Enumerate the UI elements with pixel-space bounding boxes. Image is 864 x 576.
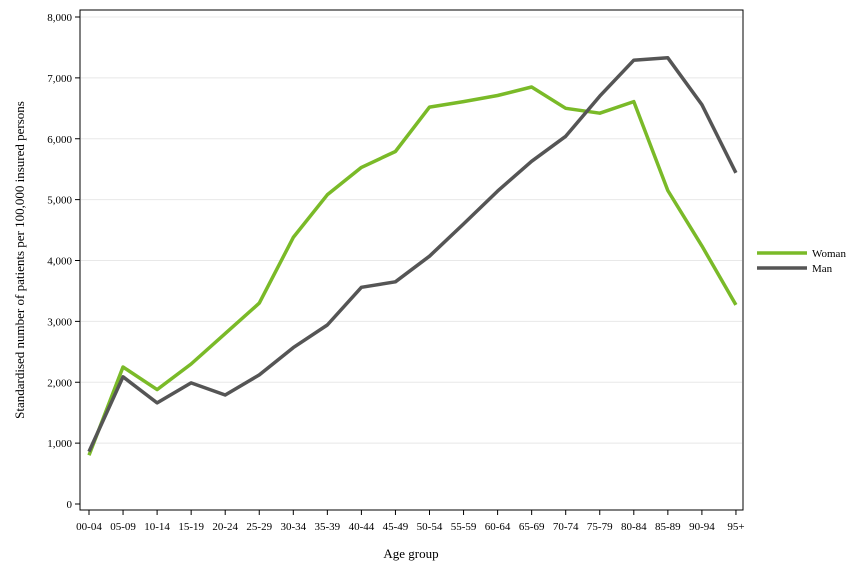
x-tick-label: 05-09 — [110, 521, 136, 533]
legend-label-man: Man — [812, 263, 833, 275]
x-tick-label: 80-84 — [621, 521, 647, 533]
y-tick-label: 2,000 — [47, 377, 72, 389]
x-tick-label: 30-34 — [280, 521, 306, 533]
x-tick-label: 40-44 — [349, 521, 375, 533]
x-tick-label: 20-24 — [212, 521, 238, 533]
y-tick-label: 0 — [67, 499, 73, 511]
x-tick-label: 70-74 — [553, 521, 579, 533]
y-tick-label: 3,000 — [47, 316, 72, 328]
x-tick-label: 90-94 — [689, 521, 715, 533]
y-tick-label: 5,000 — [47, 195, 72, 207]
x-tick-label: 10-14 — [144, 521, 170, 533]
y-tick-label: 1,000 — [47, 438, 72, 450]
x-tick-label: 60-64 — [485, 521, 511, 533]
x-tick-label: 45-49 — [383, 521, 409, 533]
y-tick-label: 8,000 — [47, 12, 72, 24]
x-tick-label: 35-39 — [315, 521, 341, 533]
series-line-man — [87, 56, 738, 453]
legend-label-woman: Woman — [812, 248, 846, 260]
gridlines — [81, 16, 742, 444]
x-axis-title: Age group — [383, 546, 438, 561]
x-tick-label: 55-59 — [451, 521, 477, 533]
y-tick-label: 4,000 — [47, 256, 72, 268]
x-tick-label: 65-69 — [519, 521, 545, 533]
series-lines — [87, 56, 738, 456]
x-axis: 00-04 05-09 10-14 15-19 20-24 25-29 30-34 35-39… — [76, 510, 745, 533]
x-tick-label: 75-79 — [587, 521, 613, 533]
x-tick-label: 85-89 — [655, 521, 681, 533]
legend: Woman Man — [757, 248, 846, 275]
x-tick-label: 95+ — [727, 521, 744, 533]
y-axis-title: Standardised number of patients per 100,… — [12, 101, 27, 419]
series-line-woman — [87, 85, 738, 456]
x-tick-label: 25-29 — [246, 521, 272, 533]
x-tick-label: 15-19 — [178, 521, 204, 533]
y-tick-label: 6,000 — [47, 134, 72, 146]
y-axis: 0 1,000 2,000 3,000 4,000 5,000 6,000 7,000 8,00… — [47, 12, 80, 511]
x-tick-label: 50-54 — [417, 521, 443, 533]
x-tick-label: 00-04 — [76, 521, 102, 533]
y-tick-label: 7,000 — [47, 73, 72, 85]
